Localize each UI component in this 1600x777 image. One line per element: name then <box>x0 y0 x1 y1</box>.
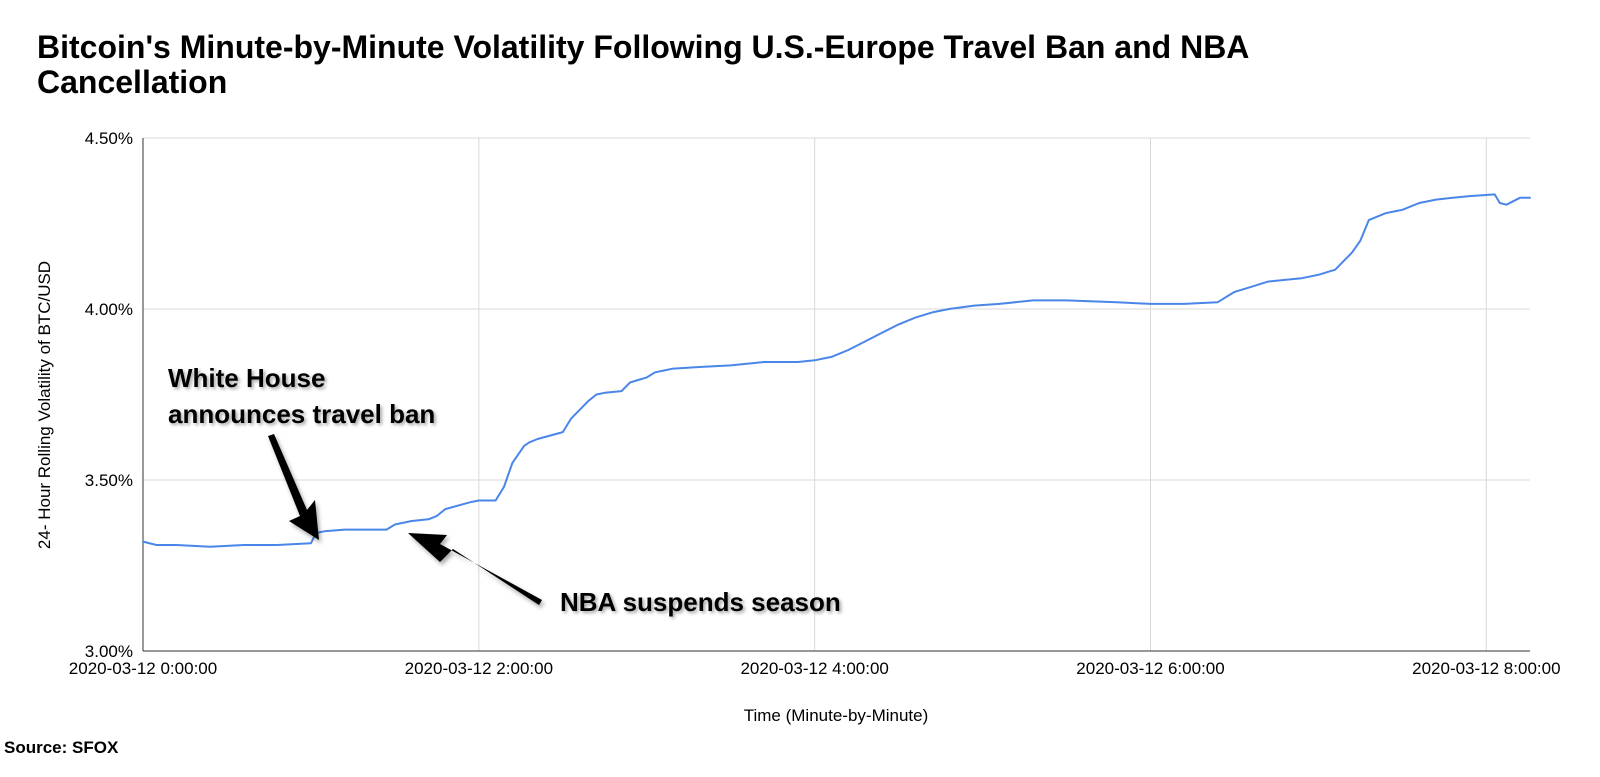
volatility-series-line <box>142 193 1531 548</box>
y-tick-label: 4.00% <box>85 300 133 319</box>
annotation-arrows <box>268 434 542 605</box>
chart-title: Bitcoin's Minute-by-Minute Volatility Fo… <box>37 29 1249 100</box>
nba-annotation: NBA suspends season <box>560 587 841 617</box>
y-axis-label: 24- Hour Rolling Volatility of BTC/USD <box>35 261 54 549</box>
x-tick-label: 2020-03-12 6:00:00 <box>1076 659 1224 678</box>
source-note: Source: SFOX <box>4 738 119 757</box>
series-layer <box>142 193 1531 548</box>
x-axis-label: Time (Minute-by-Minute) <box>744 706 929 725</box>
travel-ban-annotation-line: White House <box>168 363 326 393</box>
x-tick-label: 2020-03-12 8:00:00 <box>1412 659 1560 678</box>
travel-ban-annotation-line: announces travel ban <box>168 399 436 429</box>
x-tick-label: 2020-03-12 2:00:00 <box>405 659 553 678</box>
nba-arrow <box>408 533 542 605</box>
axes <box>142 138 1530 652</box>
x-tick-label: 2020-03-12 4:00:00 <box>740 659 888 678</box>
y-tick-label: 3.50% <box>85 471 133 490</box>
x-tick-label: 2020-03-12 0:00:00 <box>69 659 217 678</box>
y-tick-label: 4.50% <box>85 129 133 148</box>
y-tick-label: 3.00% <box>85 642 133 661</box>
travel-ban-arrow <box>268 434 319 540</box>
travel-ban-annotation: White House announces travel ban <box>168 360 468 432</box>
tick-labels: 3.00% 3.50% 4.00% 4.50% 2020-03-12 0:00:00 20… <box>69 129 1561 678</box>
